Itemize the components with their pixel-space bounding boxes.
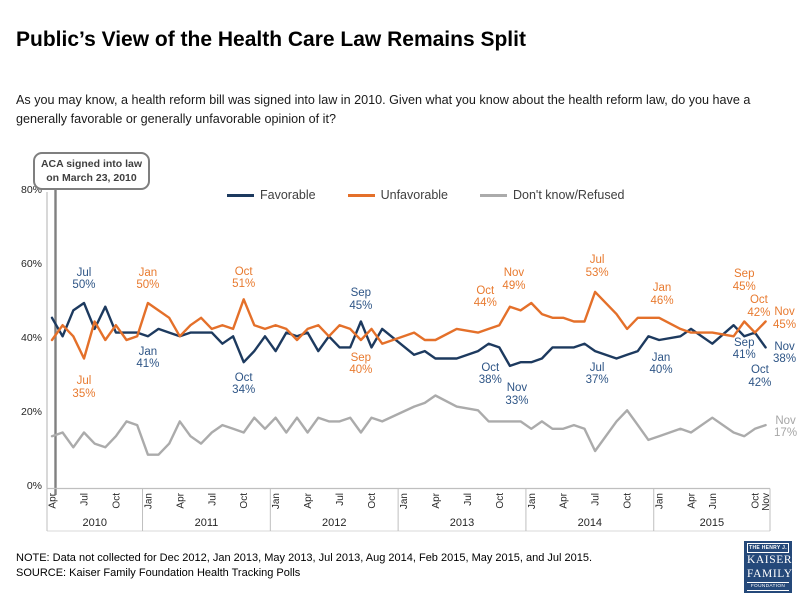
legend: Favorable Unfavorable Don't know/Refused	[227, 188, 624, 202]
point-label-unfavorable-nov-2013: Nov 49%	[502, 267, 526, 292]
legend-item-dont-know: Don't know/Refused	[480, 188, 624, 202]
x-tick-label: Jul	[207, 493, 218, 506]
point-label-unfavorable-oct-2013: Oct 44%	[473, 284, 497, 310]
point-label-unfavorable-oct-2011: Oct 51%	[232, 265, 256, 291]
survey-question: As you may know, a health reform bill wa…	[16, 93, 751, 126]
x-tick-label: Oct	[495, 493, 506, 509]
x-tick-label: Oct	[239, 493, 250, 509]
legend-label-dont-know: Don't know/Refused	[513, 188, 625, 202]
point-label-favorable-jul-2014: Jul 37%	[585, 361, 609, 387]
favorable-line-swatch	[227, 193, 254, 197]
logo-line1: THE HENRY J.	[747, 543, 789, 553]
point-label-favorable-oct-2013: Oct 38%	[478, 361, 502, 387]
point-label-favorable-oct-2011: Oct 34%	[232, 371, 256, 397]
x-tick-label: Apr	[431, 492, 442, 508]
x-tick-label: Apr	[48, 492, 59, 508]
point-label-unfavorable-jan-2015: Jan 46%	[650, 282, 674, 307]
x-tick-label: Apr	[175, 492, 186, 508]
legend-item-unfavorable: Unfavorable	[347, 188, 448, 202]
point-label-unfavorable-sep-2015: Sep 45%	[732, 268, 756, 293]
year-label: 2010	[83, 517, 107, 529]
kaiser-family-foundation-logo: THE HENRY J. KAISER FAMILY FOUNDATION	[744, 541, 792, 593]
x-tick-label: Jan	[143, 493, 154, 509]
point-label-unfavorable-jul-2010: Jul 35%	[72, 375, 96, 400]
x-tick-label: Jul	[463, 493, 474, 506]
x-tick-label: Jul	[79, 493, 90, 506]
x-tick-label: Oct	[623, 493, 634, 509]
logo-line4: FOUNDATION	[747, 582, 789, 591]
point-label-favorable-sep-2015: Sep 41%	[732, 336, 756, 362]
x-tick-label: Jan	[527, 493, 538, 509]
y-tick-label: 20%	[20, 406, 42, 418]
point-label-favorable-jan-2015: Jan 40%	[649, 351, 673, 377]
point-label-favorable-oct-2015: Oct 42%	[748, 364, 772, 389]
series-line-unfavorable	[50, 290, 767, 360]
x-tick-label: Oct	[111, 493, 122, 509]
x-tick-label: Nov	[761, 493, 772, 511]
legend-label-favorable: Favorable	[260, 188, 316, 202]
point-label-unfavorable-sep-2012: Sep 40%	[349, 351, 373, 377]
dont-know-line-swatch	[480, 193, 507, 197]
footnotes: NOTE: Data not collected for Dec 2012, J…	[16, 551, 592, 581]
point-label-favorable-jan-2011: Jan 41%	[136, 345, 160, 371]
point-label-favorable-nov-2013: Nov 33%	[505, 382, 529, 407]
series-line-don-t-know-refused	[50, 394, 767, 456]
year-label: 2012	[322, 517, 346, 529]
year-label: 2011	[195, 517, 219, 529]
y-tick-label: 40%	[20, 332, 42, 344]
x-tick-label: Jul	[591, 493, 602, 506]
x-tick-label: Apr	[687, 492, 698, 508]
x-tick-label: Apr	[303, 492, 314, 508]
legend-item-favorable: Favorable	[227, 188, 316, 202]
aca-annotation-line1: ACA signed into law	[40, 158, 143, 170]
x-tick-label: Oct	[367, 493, 378, 509]
x-tick-label: Jun	[708, 493, 719, 509]
x-tick-label: Jul	[335, 493, 346, 506]
logo-line3: FAMILY	[747, 567, 793, 580]
point-label-unfavorable-nov-2015: Nov 45%	[773, 306, 797, 331]
year-label: 2015	[700, 517, 724, 529]
year-label: 2014	[578, 517, 602, 529]
source-text: SOURCE: Kaiser Family Foundation Health …	[16, 567, 301, 580]
x-tick-label: Jan	[655, 493, 666, 509]
y-tick-label: 60%	[20, 258, 42, 270]
x-tick-label: Oct	[750, 493, 761, 509]
y-tick-label: 0%	[26, 480, 42, 492]
point-label-unfavorable-jul-2014: Jul 53%	[585, 254, 609, 279]
point-label-don-t-know-refused-nov-2015: Nov 17%	[774, 414, 798, 440]
point-label-favorable-nov-2015: Nov 38%	[773, 340, 797, 366]
point-label-unfavorable-jan-2011: Jan 50%	[136, 266, 160, 292]
point-label-favorable-jul-2010: Jul 50%	[72, 266, 96, 292]
x-tick-label: Jan	[271, 493, 282, 509]
year-label: 2013	[450, 517, 474, 529]
page-title: Public’s View of the Health Care Law Rem…	[16, 28, 526, 51]
aca-annotation-box: ACA signed into law on March 23, 2010	[33, 152, 150, 191]
aca-annotation-line2: on March 23, 2010	[46, 172, 137, 185]
unfavorable-line-swatch	[347, 193, 375, 197]
point-label-unfavorable-oct-2015: Oct 42%	[747, 294, 771, 319]
note-text: NOTE: Data not collected for Dec 2012, J…	[16, 552, 593, 564]
x-tick-label: Apr	[559, 492, 570, 508]
x-tick-label: Jan	[399, 493, 410, 509]
logo-line2: KAISER	[747, 554, 793, 566]
legend-label-unfavorable: Unfavorable	[380, 188, 448, 202]
point-label-favorable-sep-2012: Sep 45%	[349, 287, 373, 312]
